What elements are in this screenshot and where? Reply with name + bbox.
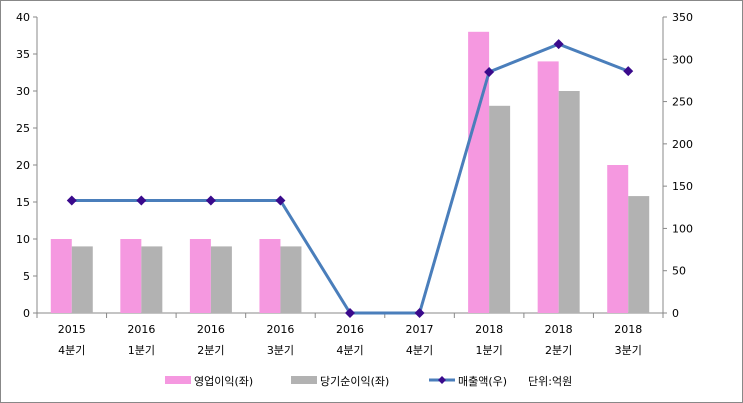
x-tick-label-year: 2018 [475,323,503,336]
x-tick-label-year: 2016 [127,323,155,336]
left-tick-label: 20 [16,159,30,172]
right-tick-label: 200 [672,138,693,151]
left-tick-label: 5 [23,270,30,283]
right-tick-label: 250 [672,96,693,109]
bar-operating-profit [50,239,72,313]
left-tick-label: 35 [16,48,30,61]
left-tick-label: 10 [16,233,30,246]
x-tick-label-quarter: 4분기 [406,344,433,357]
x-tick-label-quarter: 3분기 [615,344,642,357]
point-revenue [484,66,495,77]
bar-net-income [628,196,650,313]
bar-operating-profit [537,61,559,314]
left-tick-label: 25 [16,122,30,135]
bar-operating-profit [120,239,142,313]
right-tick-label: 150 [672,180,693,193]
point-revenue [136,195,147,206]
point-revenue [623,66,634,77]
bar-operating-profit [259,239,281,313]
point-revenue [66,195,77,206]
legend: 영업이익(좌) 당기순이익(좌) 매출액(우) 단위:억원 [165,375,572,388]
legend-label-net-income: 당기순이익(좌) [320,375,389,388]
x-tick-label-quarter: 1분기 [475,344,502,357]
right-tick-label: 350 [672,11,693,24]
bar-net-income [489,105,511,313]
legend-swatch-net-income [291,376,317,384]
left-tick-label: 15 [16,196,30,209]
right-tick-label: 0 [672,307,679,320]
right-tick-label: 50 [672,265,686,278]
x-tick-label-quarter: 4분기 [336,344,363,357]
x-tick-label-year: 2016 [336,323,364,336]
legend-marker-revenue [438,376,446,384]
x-tick-label-quarter: 2분기 [197,344,224,357]
point-revenue [345,308,355,318]
bar-operating-profit [189,239,211,313]
left-tick-label: 30 [16,85,30,98]
point-revenue [205,195,216,206]
right-tick-label: 300 [672,53,693,66]
bar-net-income [210,246,232,313]
x-tick-label-year: 2017 [406,323,434,336]
x-tick-label-year: 2018 [614,323,642,336]
x-tick-label-year: 2018 [545,323,573,336]
bar-net-income [141,246,163,313]
right-tick-label: 100 [672,222,693,235]
legend-swatch-operating-profit [165,376,191,384]
left-tick-label: 40 [16,11,30,24]
point-revenue [275,195,286,206]
bar-net-income [558,91,580,313]
legend-label-revenue: 매출액(우) [458,375,507,388]
x-tick-label-quarter: 4분기 [58,344,85,357]
x-tick-label-year: 2015 [58,323,86,336]
point-revenue [414,308,425,318]
bar-operating-profit [468,31,490,314]
x-tick-label-year: 2016 [197,323,225,336]
bar-net-income [71,246,93,313]
bar-operating-profit [607,165,629,313]
bar-net-income [280,246,302,313]
left-tick-label: 0 [23,307,30,320]
unit-note: 단위:억원 [528,375,572,388]
x-tick-label-year: 2016 [266,323,294,336]
x-tick-label-quarter: 1분기 [128,344,155,357]
legend-label-operating-profit: 영업이익(좌) [194,375,253,388]
x-tick-label-quarter: 2분기 [545,344,572,357]
point-revenue [553,39,564,50]
x-tick-label-quarter: 3분기 [267,344,294,357]
